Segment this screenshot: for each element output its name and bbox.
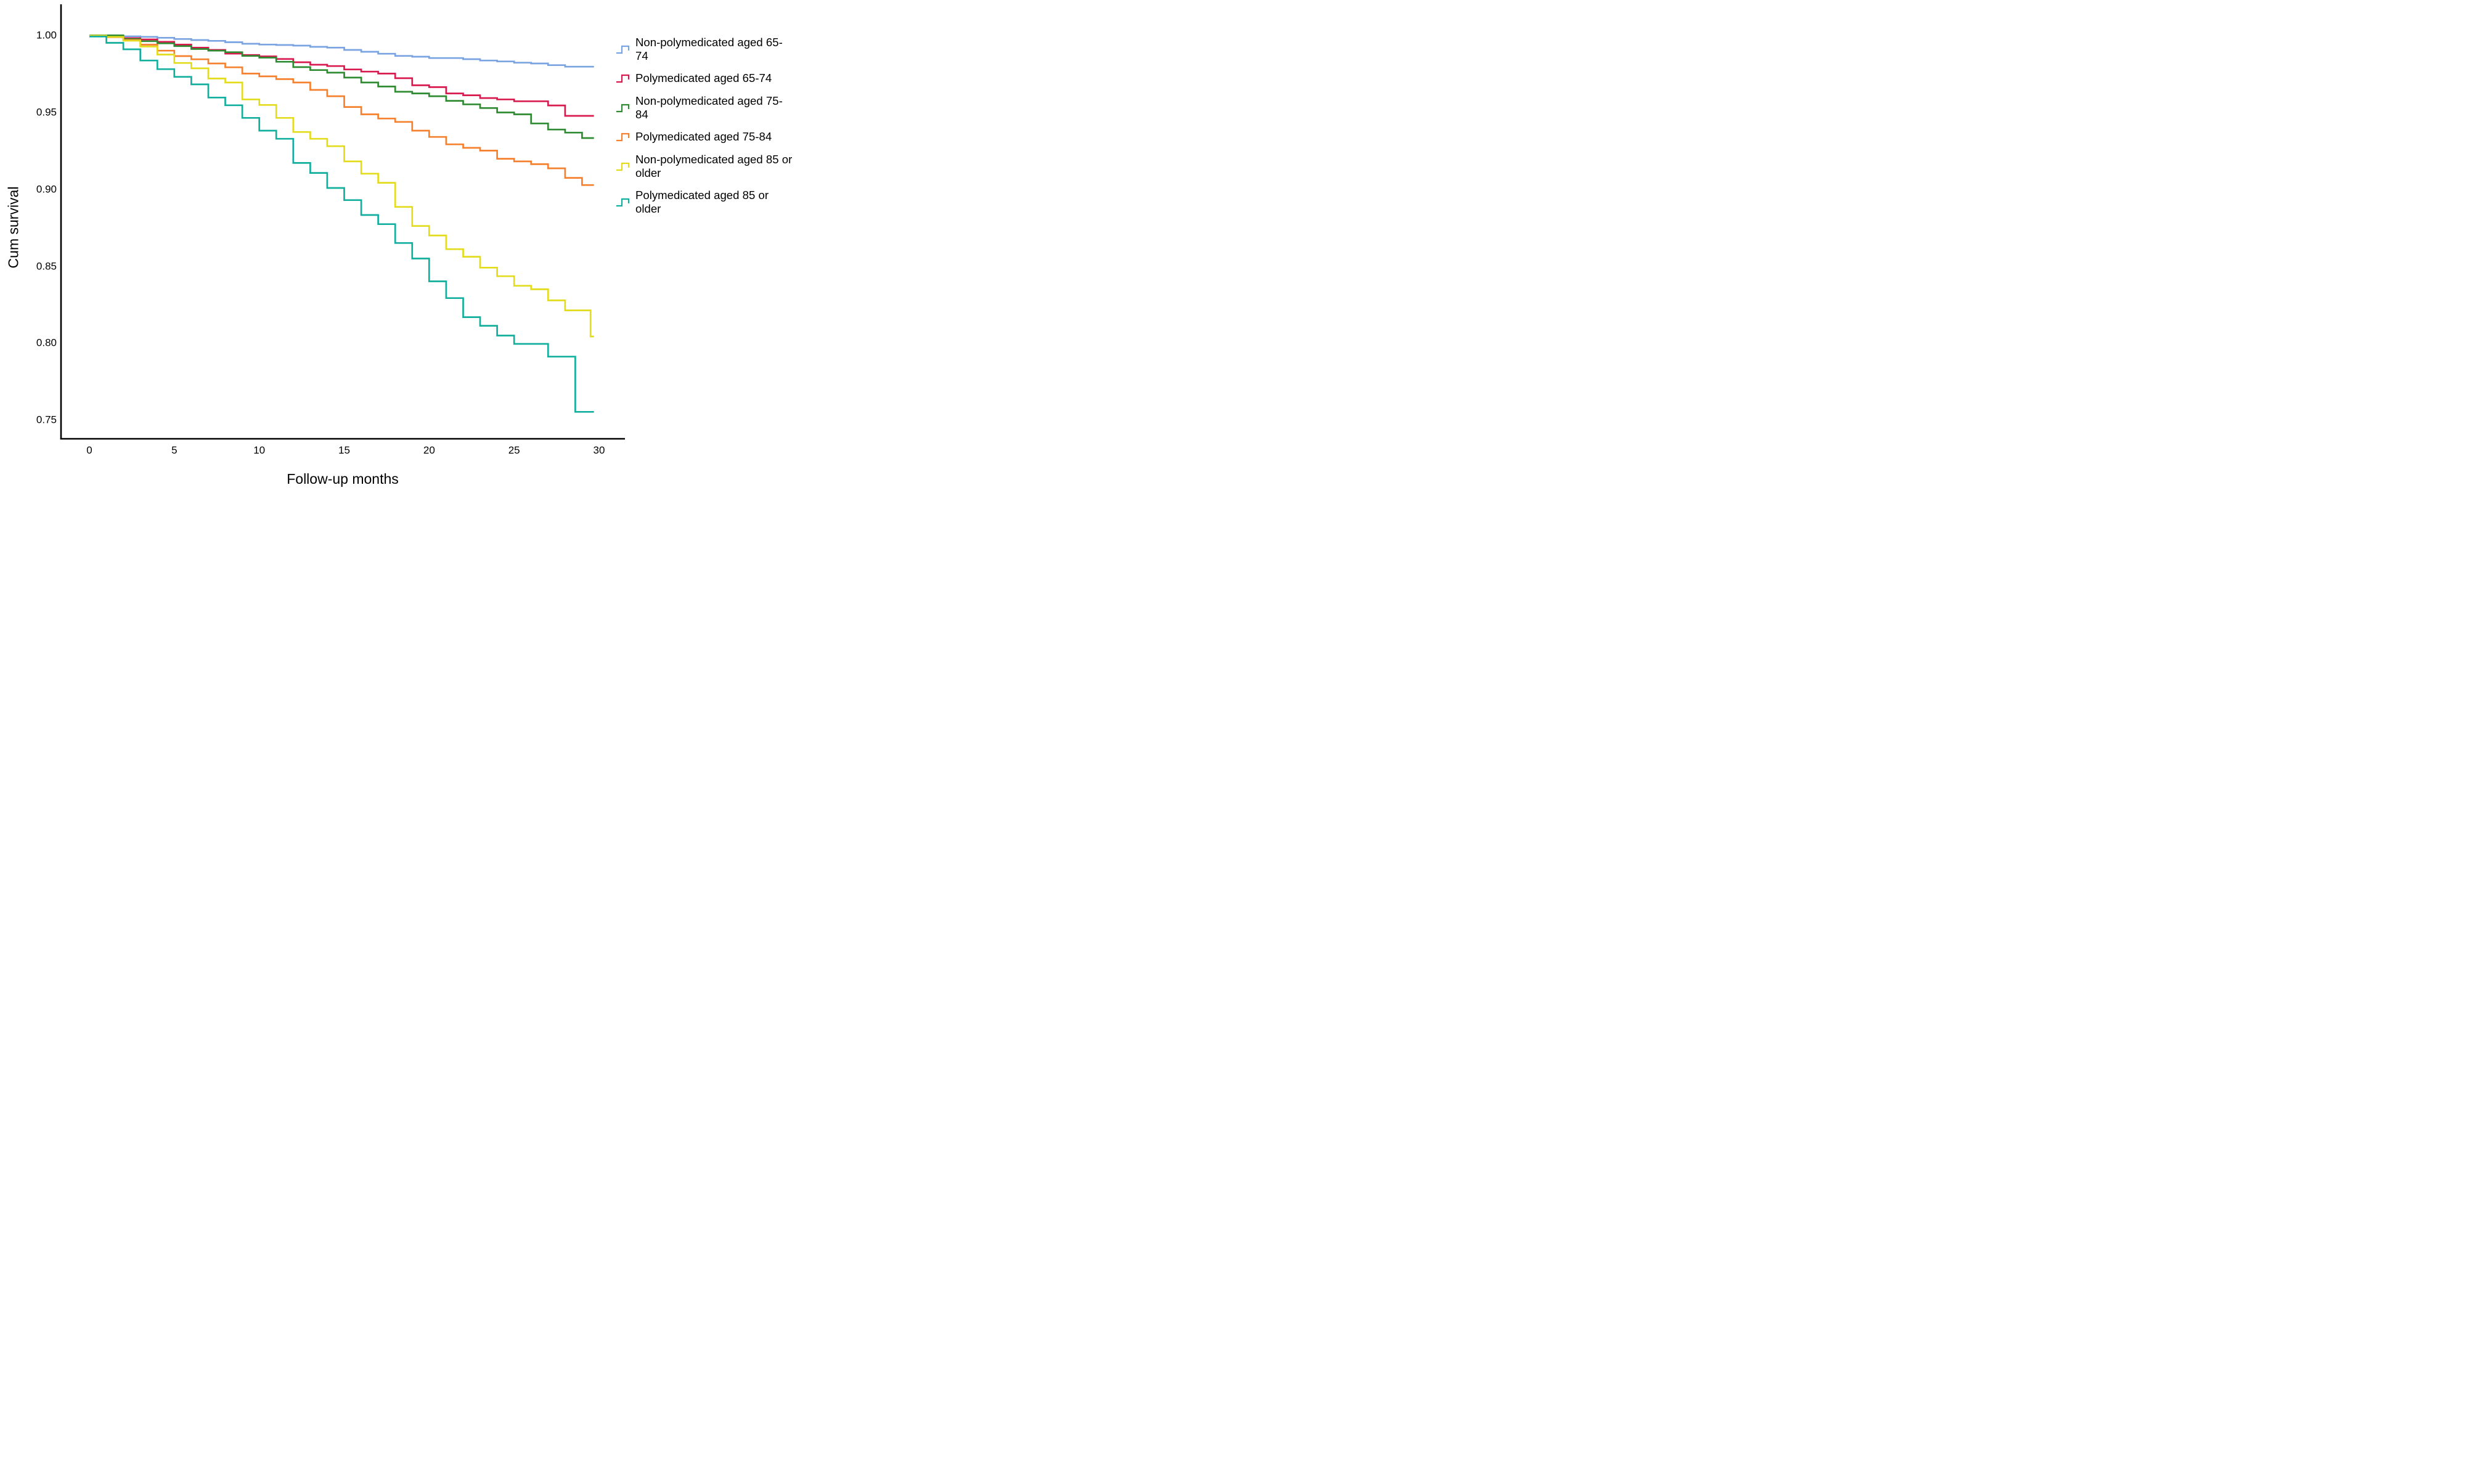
legend-item: Polymedicated aged 85 or older [615,189,792,215]
step-line-swatch-icon [616,75,630,83]
step-line-swatch-icon [616,133,630,142]
y-tick-label: 0.95 [36,106,57,118]
legend-label: Non-polymedicated aged 65- 74 [635,36,783,62]
survival-chart: 1.00 0.95 0.90 0.85 0.80 0.75 0 5 10 15 20 25 30 Cu… [0,0,828,495]
y-tick-label: 1.00 [36,29,57,41]
curve-polymedicated-aged-85-or-older [89,35,594,413]
legend-item: Polymedicated aged 65-74 [615,71,792,85]
legend-item: Non-polymedicated aged 75- 84 [615,94,792,121]
y-tick-label: 0.75 [36,414,57,426]
curve-non-polymedicated-aged-75-84 [89,34,594,139]
legend-item: Polymedicated aged 75-84 [615,130,792,144]
x-tick-label: 15 [338,444,350,456]
legend-label: Polymedicated aged 75-84 [635,130,772,144]
step-line-swatch-icon [616,45,630,54]
curve-polymedicated-aged-75-84 [89,35,594,186]
x-axis-title: Follow-up months [287,471,399,487]
step-line-swatch-icon [616,104,630,112]
curves-group [89,34,594,413]
curve-non-polymedicated-aged-85-or-older [89,35,594,338]
legend-label: Polymedicated aged 85 or older [635,189,769,215]
plot-area [60,4,625,440]
step-line-swatch-icon [616,198,630,207]
x-tick-label: 5 [171,444,178,456]
y-axis-title: Cum survival [5,186,22,269]
legend: Non-polymedicated aged 65- 74 Polymedicat… [615,36,792,216]
x-tick-label: 0 [86,444,92,456]
legend-label: Non-polymedicated aged 75- 84 [635,94,783,121]
curve-polymedicated-aged-65-74 [89,35,594,117]
x-tick-label: 10 [253,444,266,456]
x-tick-label: 25 [508,444,520,456]
legend-item: Non-polymedicated aged 65- 74 [615,36,792,62]
x-tick-label: 20 [423,444,435,456]
curve-non-polymedicated-aged-65-74 [89,34,594,68]
y-tick-label: 0.90 [36,183,57,195]
step-line-swatch-icon [616,162,630,171]
legend-label: Polymedicated aged 65-74 [635,71,772,85]
x-tick-label: 30 [593,444,605,456]
legend-item: Non-polymedicated aged 85 or older [615,153,792,179]
y-tick-label: 0.85 [36,260,57,272]
y-tick-label: 0.80 [36,336,57,349]
legend-label: Non-polymedicated aged 85 or older [635,153,793,179]
